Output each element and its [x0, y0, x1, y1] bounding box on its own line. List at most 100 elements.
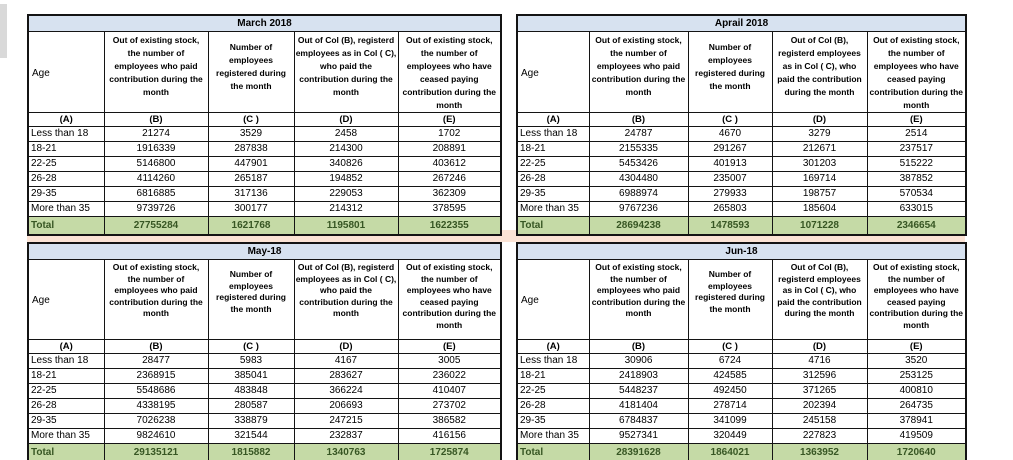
title-row: Aprail 2018 — [516, 14, 967, 32]
value-cell: 312596 — [771, 368, 868, 384]
value-cell: 291267 — [687, 141, 773, 157]
value-cell: 30906 — [588, 353, 689, 369]
letter-row: (A) (B) (C ) (D) (E) — [27, 339, 502, 354]
letter-d: (D) — [293, 112, 399, 127]
letter-b: (B) — [588, 339, 689, 354]
value-cell: 212671 — [771, 141, 868, 157]
value-cell: 7026238 — [103, 413, 209, 429]
value-cell: 5448237 — [588, 383, 689, 399]
month-table-april: Aprail 2018 Age Out of existing stock, t… — [516, 14, 968, 236]
value-cell: 21274 — [103, 126, 209, 142]
column-header-c: Number of employees registered during th… — [207, 259, 295, 340]
column-header-d: Out of Col (B), registerd employees as i… — [293, 259, 399, 340]
value-cell: 198757 — [771, 186, 868, 202]
value-cell: 320449 — [687, 428, 773, 444]
letter-row: (A) (B) (C ) (D) (E) — [27, 112, 502, 127]
table-title: May-18 — [27, 242, 502, 260]
letter-a: (A) — [27, 339, 105, 354]
age-label: 26-28 — [27, 171, 105, 187]
column-header-b: Out of existing stock, the number of emp… — [103, 259, 209, 340]
table-row: More than 35 9824610 321544 232837 416156 — [27, 428, 502, 444]
column-header-c: Number of employees registered during th… — [687, 259, 773, 340]
table-row: 22-25 5548686 483848 366224 410407 — [27, 383, 502, 399]
value-cell: 6784837 — [588, 413, 689, 429]
table-row: 22-25 5448237 492450 371265 400810 — [516, 383, 967, 399]
value-cell: 3279 — [771, 126, 868, 142]
value-cell: 2418903 — [588, 368, 689, 384]
value-cell: 202394 — [771, 398, 868, 414]
age-label: More than 35 — [516, 428, 590, 444]
table-row: 26-28 4304480 235007 169714 387852 — [516, 171, 967, 187]
letter-d: (D) — [771, 339, 868, 354]
value-cell: 4181404 — [588, 398, 689, 414]
age-label: 29-35 — [27, 413, 105, 429]
letter-e: (E) — [397, 339, 502, 354]
page-edge-artifact — [0, 4, 7, 58]
value-cell: 185604 — [771, 201, 868, 217]
value-cell: 214300 — [293, 141, 399, 157]
month-table-june: Jun-18 Age Out of existing stock, the nu… — [516, 242, 968, 460]
table-row: More than 35 9527341 320449 227823 419509 — [516, 428, 967, 444]
age-label: Less than 18 — [516, 353, 590, 369]
value-cell: 278714 — [687, 398, 773, 414]
total-value-cell: 27755284 — [103, 216, 209, 236]
letter-d: (D) — [293, 339, 399, 354]
total-value-cell: 1864021 — [687, 443, 773, 460]
column-header-b: Out of existing stock, the number of emp… — [103, 31, 209, 113]
age-label: Less than 18 — [27, 353, 105, 369]
value-cell: 2458 — [293, 126, 399, 142]
column-header-b: Out of existing stock, the number of emp… — [588, 31, 689, 113]
table-title: March 2018 — [27, 14, 502, 32]
value-cell: 419509 — [866, 428, 967, 444]
total-row: Total 29135121 1815882 1340763 1725874 — [27, 443, 502, 460]
value-cell: 237517 — [866, 141, 967, 157]
age-label: 29-35 — [516, 186, 590, 202]
column-header-age: Age — [27, 31, 105, 113]
value-cell: 4716 — [771, 353, 868, 369]
value-cell: 194852 — [293, 171, 399, 187]
value-cell: 4114260 — [103, 171, 209, 187]
value-cell: 2155335 — [588, 141, 689, 157]
letter-b: (B) — [103, 339, 209, 354]
value-cell: 2514 — [866, 126, 967, 142]
total-value-cell: 1815882 — [207, 443, 295, 460]
table-row: 26-28 4114260 265187 194852 267246 — [27, 171, 502, 187]
table-row: 22-25 5146800 447901 340826 403612 — [27, 156, 502, 172]
value-cell: 300177 — [207, 201, 295, 217]
value-cell: 362309 — [397, 186, 502, 202]
value-cell: 214312 — [293, 201, 399, 217]
value-cell: 378941 — [866, 413, 967, 429]
age-label: 18-21 — [27, 141, 105, 157]
age-label: More than 35 — [516, 201, 590, 217]
value-cell: 403612 — [397, 156, 502, 172]
value-cell: 5146800 — [103, 156, 209, 172]
age-label: 22-25 — [27, 156, 105, 172]
value-cell: 235007 — [687, 171, 773, 187]
value-cell: 371265 — [771, 383, 868, 399]
title-row: March 2018 — [27, 14, 502, 32]
value-cell: 424585 — [687, 368, 773, 384]
total-value-cell: 1195801 — [293, 216, 399, 236]
value-cell: 301203 — [771, 156, 868, 172]
value-cell: 385041 — [207, 368, 295, 384]
column-header-c: Number of employees registered during th… — [687, 31, 773, 113]
value-cell: 236022 — [397, 368, 502, 384]
total-row: Total 27755284 1621768 1195801 1622355 — [27, 216, 502, 236]
value-cell: 416156 — [397, 428, 502, 444]
value-cell: 3520 — [866, 353, 967, 369]
letter-c: (C ) — [687, 112, 773, 127]
total-value-cell: 1363952 — [771, 443, 868, 460]
total-value-cell: 1071228 — [771, 216, 868, 236]
age-label: 18-21 — [27, 368, 105, 384]
total-value-cell: 29135121 — [103, 443, 209, 460]
value-cell: 340826 — [293, 156, 399, 172]
value-cell: 2368915 — [103, 368, 209, 384]
value-cell: 5453426 — [588, 156, 689, 172]
table-title: Aprail 2018 — [516, 14, 967, 32]
value-cell: 492450 — [687, 383, 773, 399]
total-label: Total — [27, 443, 105, 460]
value-cell: 4304480 — [588, 171, 689, 187]
value-cell: 169714 — [771, 171, 868, 187]
table-row: 29-35 7026238 338879 247215 386582 — [27, 413, 502, 429]
